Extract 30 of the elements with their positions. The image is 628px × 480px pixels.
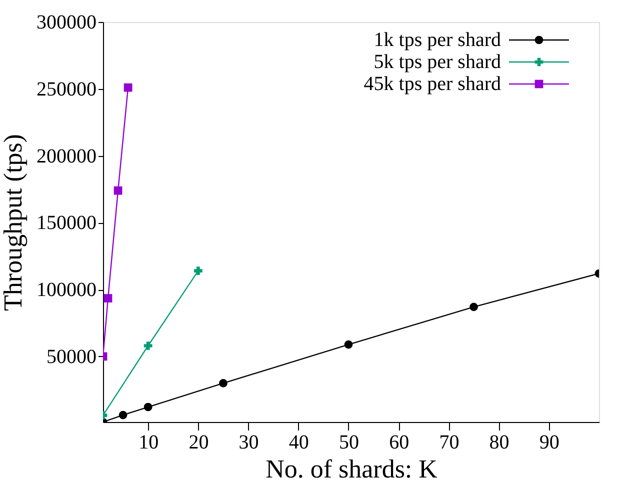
point — [144, 402, 152, 412]
point — [470, 302, 478, 312]
legend-label: 5k tps per shard — [374, 51, 501, 73]
x-tick-label: 10 — [138, 432, 159, 454]
legend-label: 1k tps per shard — [374, 29, 501, 51]
x-tick-label: 40 — [288, 432, 309, 454]
x-tick-label: 30 — [238, 432, 259, 454]
x-tick-label: 50 — [338, 432, 359, 454]
x-tick-label: 20 — [188, 432, 209, 454]
y-tick-label: 300000 — [36, 12, 96, 34]
x-tick-label: 80 — [489, 432, 510, 454]
y-tick-label: 100000 — [36, 279, 96, 302]
x-tick-label: 70 — [439, 432, 460, 454]
point — [144, 342, 152, 350]
x-axis-title: No. of shards: K — [266, 454, 438, 480]
point — [194, 266, 202, 276]
y-tick-label: 200000 — [36, 145, 96, 168]
legend-label: 45k tps per shard — [364, 73, 501, 95]
y-tick-label: 150000 — [36, 212, 96, 234]
point — [219, 379, 228, 388]
y-tick-label: 50000 — [46, 346, 96, 368]
y-tick-label: 250000 — [36, 78, 96, 100]
point — [118, 410, 128, 420]
point — [114, 186, 122, 195]
x-tick-label: 60 — [389, 432, 410, 454]
point — [104, 294, 112, 302]
point — [124, 83, 132, 92]
x-tick-label: 90 — [539, 432, 560, 454]
point — [344, 340, 353, 349]
y-axis-title: Throughput (tps) — [0, 134, 28, 311]
